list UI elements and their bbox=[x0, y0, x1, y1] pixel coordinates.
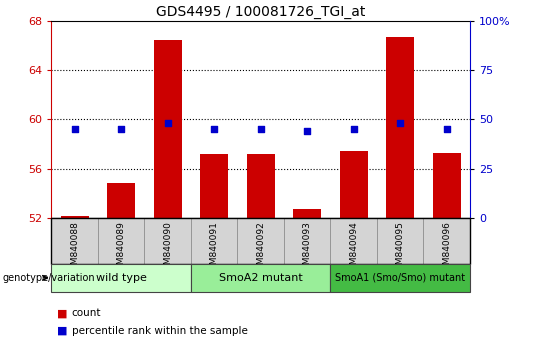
Bar bbox=[247, 154, 274, 218]
Point bbox=[349, 126, 358, 132]
Bar bbox=[377, 218, 423, 264]
Text: SmoA1 (Smo/Smo) mutant: SmoA1 (Smo/Smo) mutant bbox=[335, 273, 465, 283]
Bar bbox=[386, 37, 414, 218]
Text: ■: ■ bbox=[57, 308, 67, 318]
Point bbox=[256, 126, 265, 132]
Text: GSM840092: GSM840092 bbox=[256, 221, 265, 276]
Bar bbox=[191, 264, 330, 292]
Bar bbox=[200, 154, 228, 218]
Bar bbox=[433, 153, 461, 218]
Bar bbox=[98, 218, 144, 264]
Text: GSM840093: GSM840093 bbox=[302, 221, 312, 276]
Text: ■: ■ bbox=[57, 326, 67, 336]
Bar bbox=[60, 217, 89, 218]
Text: count: count bbox=[72, 308, 102, 318]
Bar bbox=[144, 218, 191, 264]
Bar bbox=[293, 209, 321, 218]
Text: GSM840090: GSM840090 bbox=[163, 221, 172, 276]
Text: genotype/variation: genotype/variation bbox=[3, 273, 96, 283]
Bar bbox=[51, 218, 98, 264]
Title: GDS4495 / 100081726_TGI_at: GDS4495 / 100081726_TGI_at bbox=[156, 5, 365, 19]
Text: GSM840088: GSM840088 bbox=[70, 221, 79, 276]
Text: SmoA2 mutant: SmoA2 mutant bbox=[219, 273, 302, 283]
Text: GSM840091: GSM840091 bbox=[210, 221, 219, 276]
Bar bbox=[330, 218, 377, 264]
Point bbox=[117, 126, 125, 132]
Bar bbox=[51, 264, 191, 292]
Bar bbox=[330, 264, 470, 292]
Bar bbox=[107, 183, 135, 218]
Point bbox=[210, 126, 218, 132]
Text: GSM840089: GSM840089 bbox=[117, 221, 125, 276]
Point bbox=[70, 126, 79, 132]
Point bbox=[303, 129, 312, 134]
Text: percentile rank within the sample: percentile rank within the sample bbox=[72, 326, 248, 336]
Point bbox=[163, 121, 172, 126]
Bar bbox=[423, 218, 470, 264]
Bar bbox=[340, 152, 368, 218]
Bar bbox=[284, 218, 330, 264]
Text: wild type: wild type bbox=[96, 273, 146, 283]
Bar bbox=[153, 40, 181, 218]
Text: GSM840095: GSM840095 bbox=[395, 221, 404, 276]
Point bbox=[442, 126, 451, 132]
Text: GSM840094: GSM840094 bbox=[349, 221, 358, 276]
Point bbox=[396, 121, 404, 126]
Bar bbox=[191, 218, 237, 264]
Bar bbox=[237, 218, 284, 264]
Text: GSM840096: GSM840096 bbox=[442, 221, 451, 276]
